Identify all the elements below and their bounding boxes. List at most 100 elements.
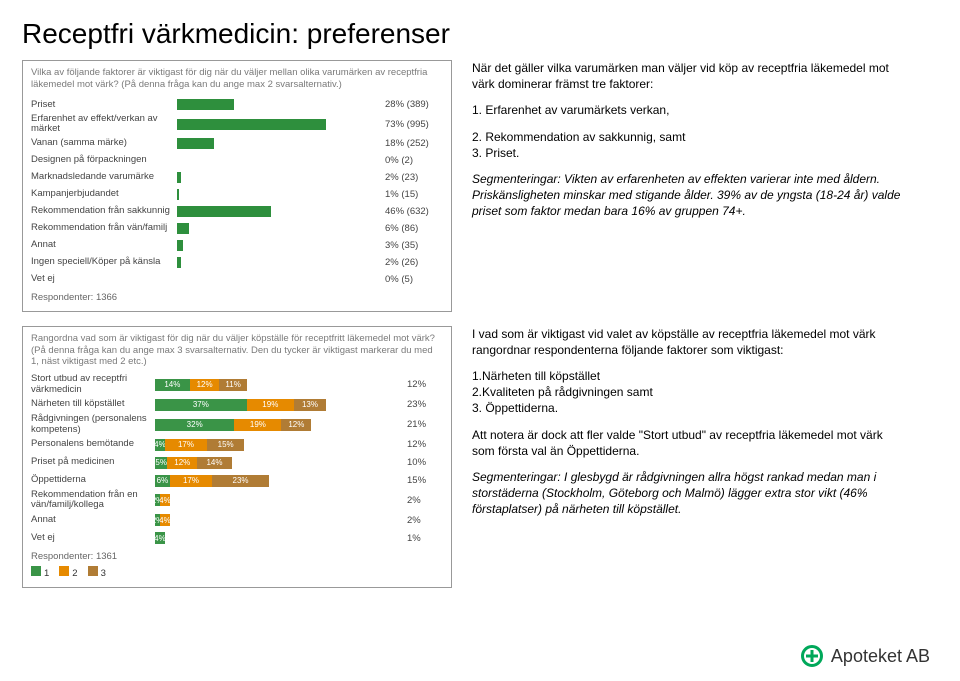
chart2-bar-seg: 15% — [207, 439, 244, 451]
chart1-row-value: 2% (26) — [385, 257, 443, 268]
chart2-bar-seg: 4% — [155, 532, 165, 544]
chart2-bar-seg: 5% — [155, 457, 167, 469]
chart1-panel: Vilka av följande faktorer är viktigast … — [22, 60, 452, 312]
chart2-bar-seg: 12% — [190, 379, 220, 391]
chart1-row-value: 2% (23) — [385, 172, 443, 183]
chart1-row-value: 6% (86) — [385, 223, 443, 234]
chart2-bar-track: 2%4% — [155, 494, 403, 506]
chart1-bar — [177, 172, 181, 183]
chart2-bar-seg: 32% — [155, 419, 234, 431]
chart1-row: Rekommendation från sakkunnig 46% (632) — [31, 204, 443, 220]
chart2-row-label: Stort utbud av receptfri värkmedicin — [31, 374, 151, 395]
tb1-l3: 3. Priset. — [472, 145, 902, 161]
chart2-bar-seg: 4% — [155, 439, 165, 451]
chart1-row-value: 0% (2) — [385, 155, 443, 166]
chart2-row-label: Rekommendation från en vän/familj/kolleg… — [31, 490, 151, 511]
tb2-seg-prefix: Segmenteringar: — [472, 470, 561, 484]
chart2-bar-track: 4%17%15% — [155, 439, 403, 451]
chart2-respondents: Respondenter: 1361 — [31, 551, 443, 562]
chart2-bar-track: 32%19%12% — [155, 419, 403, 431]
chart2-row-label: Vet ej — [31, 533, 151, 543]
legend-swatch-2 — [59, 566, 69, 576]
tb2-p1: I vad som är viktigast vid valet av köps… — [472, 326, 902, 358]
chart1-bar-track — [177, 119, 381, 130]
chart2-row: Närheten till köpstället37%19%13%23% — [31, 396, 443, 413]
chart2-bar-seg: 4% — [160, 494, 170, 506]
tb2-l1: 1.Närheten till köpstället — [472, 368, 902, 384]
legend-label-3: 3 — [101, 568, 106, 579]
chart1-row: Kampanjerbjudandet1% (15) — [31, 187, 443, 203]
logo-mark-icon — [801, 645, 823, 667]
chart2-row: Rådgivningen (personalens kompetens)32%1… — [31, 414, 443, 435]
chart1-row-label: Kampanjerbjudandet — [31, 189, 173, 199]
chart1-row-value: 73% (995) — [385, 119, 443, 130]
chart2-bar-seg: 19% — [247, 399, 294, 411]
chart1-bar — [177, 223, 189, 234]
chart2-bar-track: 2%4% — [155, 514, 403, 526]
chart1-bar — [177, 240, 183, 251]
chart1-row-value: 46% (632) — [385, 206, 443, 217]
chart2-bar-seg: 19% — [234, 419, 281, 431]
chart2-bar-seg: 12% — [281, 419, 311, 431]
text-block-1: När det gäller vilka varumärken man välj… — [472, 60, 902, 326]
chart1-bar-track — [177, 257, 381, 268]
chart1-bar-track — [177, 172, 381, 183]
chart2-legend: 1 2 3 — [31, 566, 443, 579]
chart2-bar-track: 6%17%23% — [155, 475, 403, 487]
chart1-row-label: Annat — [31, 240, 173, 250]
chart2-row: Annat2%4%2% — [31, 512, 443, 529]
chart2-row-label: Personalens bemötande — [31, 439, 151, 449]
legend-swatch-3 — [88, 566, 98, 576]
chart2-row: Öppettiderna 6%17%23% 15% — [31, 472, 443, 489]
tb2-l2: 2.Kvaliteten på rådgivningen samt — [472, 384, 902, 400]
chart1-row: Rekommendation från vän/familj 6% (86) — [31, 221, 443, 237]
tb1-seg-prefix: Segmenteringar: — [472, 172, 561, 186]
chart1-row-label: Vet ej — [31, 274, 173, 284]
chart1-row-label: Rekommendation från sakkunnig — [31, 206, 173, 216]
chart1-bar — [177, 119, 326, 130]
chart1-bar-track — [177, 206, 381, 217]
chart2-row: Personalens bemötande4%17%15%12% — [31, 436, 443, 453]
chart2-row-total: 2% — [407, 495, 443, 506]
chart1-row-value: 28% (389) — [385, 99, 443, 110]
chart2-bar-seg: 6% — [155, 475, 170, 487]
chart2-row-total: 1% — [407, 533, 443, 544]
chart2-row: Vet ej 4% 1% — [31, 530, 443, 547]
chart1-bar-track — [177, 99, 381, 110]
chart1-row-label: Priset — [31, 100, 173, 110]
chart1-row: Annat 3% (35) — [31, 238, 443, 254]
tb1-l2: 2. Rekommendation av sakkunnig, samt — [472, 129, 902, 145]
chart2-row-total: 10% — [407, 457, 443, 468]
chart1-row-value: 3% (35) — [385, 240, 443, 251]
chart1-question: Vilka av följande faktorer är viktigast … — [31, 67, 443, 91]
chart2-panel: Rangordna vad som är viktigast för dig n… — [22, 326, 452, 588]
chart1-row: Vanan (samma märke)18% (252) — [31, 136, 443, 152]
chart1-bar-track — [177, 138, 381, 149]
chart1-row-value: 18% (252) — [385, 138, 443, 149]
page-title: Receptfri värkmedicin: preferenser — [22, 18, 938, 50]
chart2-row-total: 2% — [407, 515, 443, 526]
logo-text: Apoteket AB — [831, 646, 930, 667]
chart2-row-label: Priset på medicinen — [31, 457, 151, 467]
chart2-row-total: 15% — [407, 475, 443, 486]
chart2-row: Priset på medicinen5%12%14%10% — [31, 454, 443, 471]
chart1-bar-track — [177, 274, 381, 285]
chart1-respondents: Respondenter: 1366 — [31, 292, 443, 303]
chart1-row: Ingen speciell/Köper på känsla2% (26) — [31, 255, 443, 271]
chart2-question: Rangordna vad som är viktigast för dig n… — [31, 333, 443, 369]
chart2-row-label: Öppettiderna — [31, 475, 151, 485]
chart2-bar-seg: 11% — [219, 379, 246, 391]
chart2-row-total: 21% — [407, 419, 443, 430]
chart1-row: Marknadsledande varumärke2% (23) — [31, 170, 443, 186]
chart1-row-label: Rekommendation från vän/familj — [31, 223, 173, 233]
chart1-bar-track — [177, 240, 381, 251]
chart2-bar-seg: 13% — [294, 399, 326, 411]
legend-swatch-1 — [31, 566, 41, 576]
chart2-bar-seg: 23% — [212, 475, 269, 487]
chart2-row-label: Närheten till köpstället — [31, 399, 151, 409]
upper-row: Vilka av följande faktorer är viktigast … — [22, 60, 938, 326]
chart1-row: Erfarenhet av effekt/verkan av märket73%… — [31, 114, 443, 135]
lower-row: Rangordna vad som är viktigast för dig n… — [22, 326, 938, 602]
chart2-row-label: Rådgivningen (personalens kompetens) — [31, 414, 151, 435]
chart2-row-total: 12% — [407, 379, 443, 390]
